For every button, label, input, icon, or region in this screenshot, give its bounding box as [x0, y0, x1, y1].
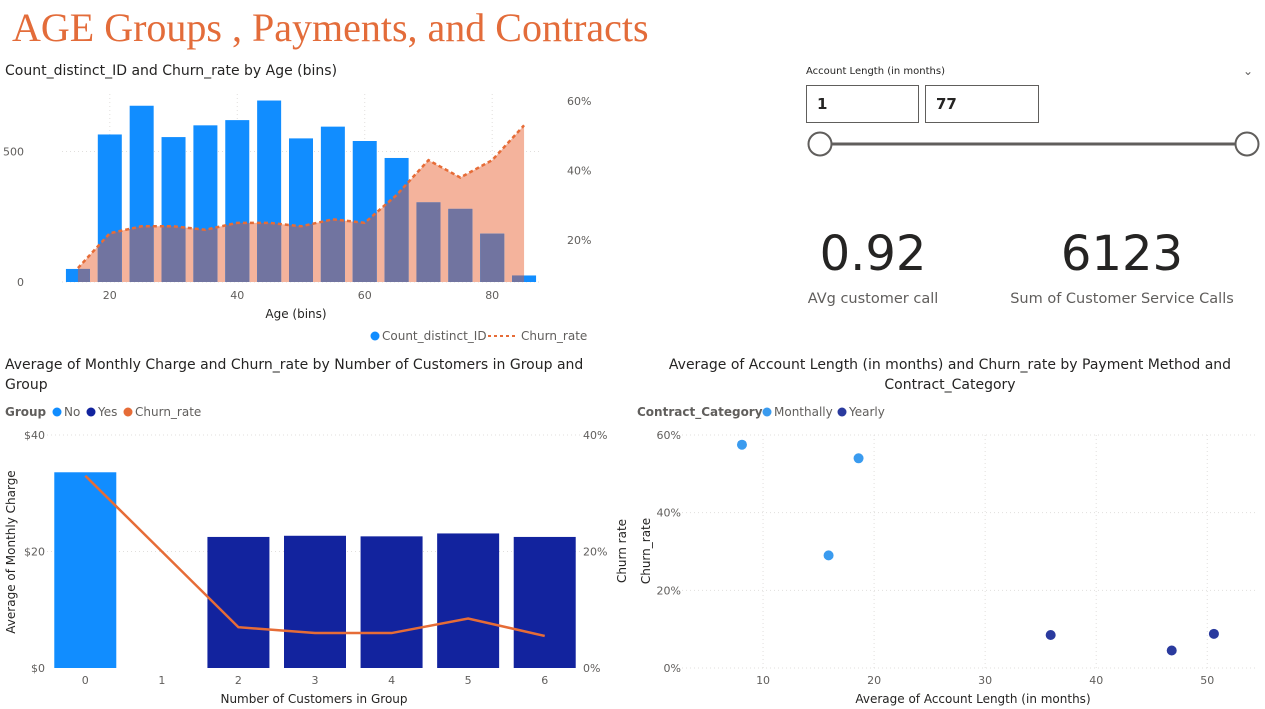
slicer-max-input[interactable]: 77	[925, 85, 1039, 123]
scatter-point-monthally[interactable]	[853, 453, 864, 464]
y-tick-label: 20%	[657, 584, 681, 597]
charge-chart-legend: Group No Yes Churn_rate	[5, 405, 201, 419]
age-bar-overlap	[480, 233, 505, 282]
y2-tick-label: 20%	[567, 234, 591, 247]
legend-count-marker	[370, 331, 380, 341]
slicer-max-handle[interactable]	[1234, 131, 1260, 157]
churn-area	[77, 125, 525, 282]
y2-tick-label: 40%	[567, 165, 591, 178]
scatter-chart-title: Average of Account Length (in months) an…	[668, 357, 1232, 393]
legend-monthly-marker	[762, 407, 772, 417]
y-tick-label: 0	[17, 276, 24, 289]
age-chart: 0 500 20% 40% 60% 20 40 60 80 Age (bins) Count…	[3, 94, 591, 343]
age-bar-overlap	[448, 208, 473, 282]
y2-tick-label: 60%	[567, 95, 591, 108]
y2-tick-label: 20%	[583, 546, 607, 559]
kpi-avg-call-value: 0.92	[819, 226, 927, 282]
legend-no-marker	[52, 407, 62, 417]
charge-bar-yes[interactable]	[207, 536, 270, 668]
chevron-down-icon[interactable]: ⌄	[1243, 64, 1254, 78]
charge-chart-ylabel: Average of Monthly Charge	[4, 470, 18, 633]
slicer-label: Account Length (in months)	[806, 66, 945, 77]
legend-yes-marker	[86, 407, 96, 417]
charge-bar-yes[interactable]	[360, 536, 423, 668]
y-tick-label: 40%	[657, 507, 681, 520]
kpi-avg-call-label: AVg customer call	[807, 291, 939, 307]
churn-line	[84, 474, 545, 638]
age-chart-legend: Count_distinct_ID Churn_rate	[370, 329, 587, 343]
charge-bar-yes[interactable]	[284, 535, 346, 668]
y2-tick-label: 40%	[583, 429, 607, 442]
age-bar-overlap	[512, 275, 525, 282]
y-tick-label: $20	[24, 546, 45, 559]
charge-bar-yes[interactable]	[437, 533, 500, 668]
charge-bar-no[interactable]	[54, 472, 117, 668]
legend-monthly-label: Monthally	[774, 405, 833, 419]
page-title: AGE Groups , Payments, and Contracts	[12, 5, 649, 50]
x-tick-label: 3	[312, 674, 319, 687]
x-tick-label: 1	[158, 674, 165, 687]
legend-churn-label: Churn_rate	[521, 329, 587, 343]
x-tick-label: 10	[756, 674, 770, 687]
scatter-chart-legend: Contract_Category Monthally Yearly	[637, 405, 885, 420]
legend-title-group: Group	[5, 405, 47, 419]
scatter-chart-ylabel: Churn_rate	[639, 518, 653, 584]
x-tick-label: 40	[1089, 674, 1103, 687]
age-bar-overlap	[416, 202, 441, 282]
y2-tick-label: 0%	[583, 662, 600, 675]
scatter-chart-xlabel: Average of Account Length (in months)	[855, 692, 1090, 706]
charge-chart-title: Average of Monthly Charge and Churn_rate…	[5, 357, 584, 393]
y-tick-label: 60%	[657, 429, 681, 442]
churn-line	[77, 124, 525, 269]
charge-bar-yes[interactable]	[513, 536, 576, 668]
slicer-min-input[interactable]: 1	[806, 85, 919, 123]
charge-chart-xlabel: Number of Customers in Group	[220, 692, 407, 706]
x-tick-label: 30	[978, 674, 992, 687]
scatter-point-yearly[interactable]	[1045, 629, 1056, 640]
x-tick-label: 20	[103, 289, 117, 302]
y-tick-label: $40	[24, 429, 45, 442]
y-tick-label: 0%	[664, 662, 681, 675]
scatter-point-monthally[interactable]	[823, 550, 834, 561]
x-tick-label: 40	[230, 289, 244, 302]
scatter-point-yearly[interactable]	[1166, 645, 1177, 656]
x-tick-label: 2	[235, 674, 242, 687]
scatter-point-yearly[interactable]	[1208, 628, 1219, 639]
legend-title-contract: Contract_Category	[637, 405, 763, 420]
x-tick-label: 60	[358, 289, 372, 302]
legend-yearly-marker	[837, 407, 847, 417]
legend-no-label: No	[64, 405, 80, 419]
charge-chart: Group No Yes Churn_rate $0$20$40 0%20%40…	[4, 405, 607, 706]
y-tick-label: $0	[31, 662, 45, 675]
kpi-service-calls-value: 6123	[1060, 226, 1184, 282]
scatter-point-monthally[interactable]	[736, 439, 747, 450]
age-chart-title: Count_distinct_ID and Churn_rate by Age …	[5, 63, 338, 79]
legend-churn2-label: Churn_rate	[135, 405, 201, 419]
slicer-track[interactable]	[800, 128, 1265, 162]
x-tick-label: 6	[541, 674, 548, 687]
x-tick-label: 80	[485, 289, 499, 302]
x-tick-label: 0	[82, 674, 89, 687]
x-tick-label: 5	[465, 674, 472, 687]
kpi-service-calls-label: Sum of Customer Service Calls	[1010, 291, 1234, 307]
age-bar-overlap	[77, 268, 90, 282]
legend-yes-label: Yes	[97, 405, 117, 419]
x-tick-label: 50	[1200, 674, 1214, 687]
slicer-min-handle[interactable]	[807, 131, 833, 157]
legend-churn2-marker	[123, 407, 133, 417]
x-tick-label: 20	[867, 674, 881, 687]
age-chart-xlabel: Age (bins)	[265, 307, 326, 321]
legend-count-label: Count_distinct_ID	[382, 329, 487, 343]
scatter-chart-ylabel-outer: Churn rate	[615, 519, 629, 583]
legend-yearly-label: Yearly	[848, 405, 885, 419]
x-tick-label: 4	[388, 674, 395, 687]
y-tick-label: 500	[3, 145, 24, 158]
scatter-chart: Contract_Category Monthally Yearly 0% 20%…	[615, 405, 1255, 706]
